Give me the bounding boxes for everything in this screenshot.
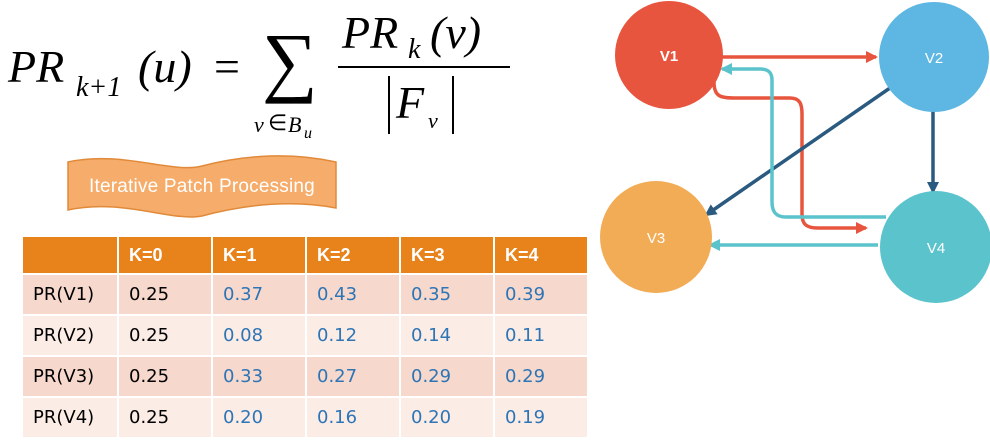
table-cell: 0.29 bbox=[494, 355, 587, 397]
graph-node-v4: V4 bbox=[880, 191, 990, 303]
edge-v2-v3 bbox=[704, 86, 891, 217]
graph-node-v2: V2 bbox=[879, 2, 989, 112]
table-cell: 0.20 bbox=[212, 396, 307, 437]
table-cell: 0.39 bbox=[494, 273, 587, 315]
graph-node-v3: V3 bbox=[600, 181, 712, 293]
table-cell: 0.27 bbox=[306, 355, 401, 397]
abs-bar-right bbox=[452, 76, 454, 134]
graph-node-v1: V1 bbox=[615, 1, 723, 109]
table-row: PR(V3) 0.25 0.33 0.27 0.29 0.29 bbox=[23, 355, 587, 397]
formula-lhs-sub: k+1 bbox=[76, 72, 122, 103]
table-cell: 0.35 bbox=[400, 273, 495, 315]
table-cell: 0.33 bbox=[212, 355, 307, 397]
row-label: PR(V4) bbox=[23, 396, 119, 437]
table-cell: 0.19 bbox=[494, 396, 587, 437]
formula-numerator-sub: k bbox=[408, 34, 421, 65]
table-cell: 0.25 bbox=[118, 273, 213, 315]
pagerank-graph: V1 V2 V3 V4 bbox=[600, 1, 990, 303]
formula-sum-index-set: B bbox=[288, 112, 302, 137]
scroll-banner-shape bbox=[67, 155, 337, 218]
table-cell: 0.25 bbox=[118, 396, 213, 437]
banner-label: Iterative Patch Processing bbox=[89, 176, 315, 197]
header-cell-k4: K=4 bbox=[494, 237, 587, 274]
row-label: PR(V2) bbox=[23, 314, 119, 356]
table-row: PR(V1) 0.25 0.37 0.43 0.35 0.39 bbox=[23, 273, 587, 315]
table-cell: 0.25 bbox=[118, 355, 213, 397]
edge-v1-v4 bbox=[712, 81, 868, 234]
row-label: PR(V3) bbox=[23, 355, 119, 397]
table-cell: 0.12 bbox=[306, 314, 401, 356]
pagerank-iteration-table: K=0 K=1 K=2 K=3 K=4 PR(V1) 0.25 0.37 0.4… bbox=[23, 237, 587, 437]
node-label-v4: V4 bbox=[927, 240, 945, 257]
fraction-line bbox=[338, 66, 510, 68]
header-cell-k2: K=2 bbox=[306, 237, 401, 274]
header-cell-empty bbox=[23, 237, 119, 274]
table-cell: 0.25 bbox=[118, 314, 213, 356]
formula-numerator-main: PR bbox=[342, 7, 399, 58]
formula-sum-index-set-sub: u bbox=[304, 125, 312, 142]
table-cell: 0.29 bbox=[400, 355, 495, 397]
node-label-v3: V3 bbox=[647, 230, 665, 247]
header-cell-k0: K=0 bbox=[118, 237, 213, 274]
table-row: PR(V2) 0.25 0.08 0.12 0.14 0.11 bbox=[23, 314, 587, 356]
formula-numerator-arg: (v) bbox=[430, 7, 482, 58]
table-cell: 0.20 bbox=[400, 396, 495, 437]
iterative-processing-banner: Iterative Patch Processing bbox=[62, 152, 342, 222]
formula-denominator-main: F bbox=[396, 77, 425, 128]
formula-sum-index-in: ∈ bbox=[268, 110, 288, 135]
graph-edges bbox=[704, 51, 939, 251]
node-label-v1: V1 bbox=[660, 48, 678, 65]
row-label: PR(V1) bbox=[23, 273, 119, 315]
formula-equals: = bbox=[214, 41, 240, 92]
pagerank-formula: PR k+1 (u) = ∑ v ∈ B u PR k (v) F v bbox=[0, 0, 560, 150]
table-cell: 0.14 bbox=[400, 314, 495, 356]
table-cell: 0.43 bbox=[306, 273, 401, 315]
formula-denominator-sub: v bbox=[428, 108, 438, 133]
table-cell: 0.11 bbox=[494, 314, 587, 356]
formula-sum-index-var: v bbox=[254, 112, 264, 137]
header-cell-k3: K=3 bbox=[400, 237, 495, 274]
formula-lhs-arg: (u) bbox=[138, 41, 192, 92]
edge-v4-v1 bbox=[720, 63, 886, 219]
formula-lhs-main: PR bbox=[8, 41, 65, 92]
header-cell-k1: K=1 bbox=[212, 237, 307, 274]
table-header-row: K=0 K=1 K=2 K=3 K=4 bbox=[23, 237, 587, 274]
table-row: PR(V4) 0.25 0.20 0.16 0.20 0.19 bbox=[23, 396, 587, 437]
node-label-v2: V2 bbox=[925, 50, 943, 67]
table-cell: 0.16 bbox=[306, 396, 401, 437]
abs-bar-left bbox=[388, 76, 390, 134]
formula-sum-symbol: ∑ bbox=[262, 17, 318, 104]
table-cell: 0.08 bbox=[212, 314, 307, 356]
table-cell: 0.37 bbox=[212, 273, 307, 315]
